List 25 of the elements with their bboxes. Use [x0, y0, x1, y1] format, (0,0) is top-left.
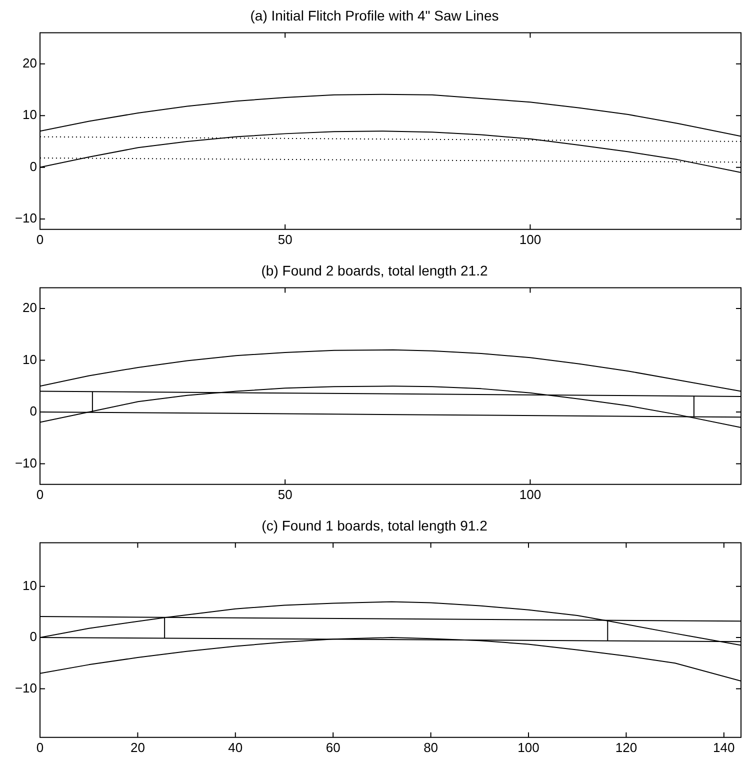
y-tick-label: −10 — [14, 680, 37, 696]
y-tick-label: 0 — [30, 629, 37, 644]
x-tick-label: 100 — [518, 740, 540, 755]
x-tick-label: 80 — [424, 740, 438, 755]
y-tick-label: 10 — [22, 578, 37, 593]
y-tick-label: 10 — [22, 352, 37, 367]
x-tick-label: 50 — [278, 486, 292, 502]
y-tick-label: 20 — [22, 55, 37, 70]
x-tick-label: 20 — [130, 740, 145, 755]
x-tick-label: 120 — [615, 740, 638, 755]
y-tick-label: −10 — [14, 455, 37, 470]
x-tick-label: 100 — [519, 232, 542, 247]
chart-title: (a) Initial Flitch Profile with 4" Saw Lines — [250, 7, 499, 24]
x-tick-label: 60 — [326, 740, 340, 755]
y-tick-label: 20 — [22, 300, 37, 316]
y-tick-label: −10 — [14, 210, 37, 226]
chart-title: (b) Found 2 boards, total length 21.2 — [261, 262, 488, 278]
x-tick-label: 40 — [228, 740, 243, 755]
x-tick-label: 140 — [713, 740, 735, 755]
y-tick-label: 10 — [22, 107, 37, 122]
y-tick-label: 0 — [30, 404, 37, 419]
y-tick-label: 0 — [30, 158, 37, 174]
x-tick-label: 50 — [278, 232, 292, 247]
x-tick-label: 100 — [519, 486, 542, 502]
chart-title: (c) Found 1 boards, total length 91.2 — [262, 517, 488, 534]
